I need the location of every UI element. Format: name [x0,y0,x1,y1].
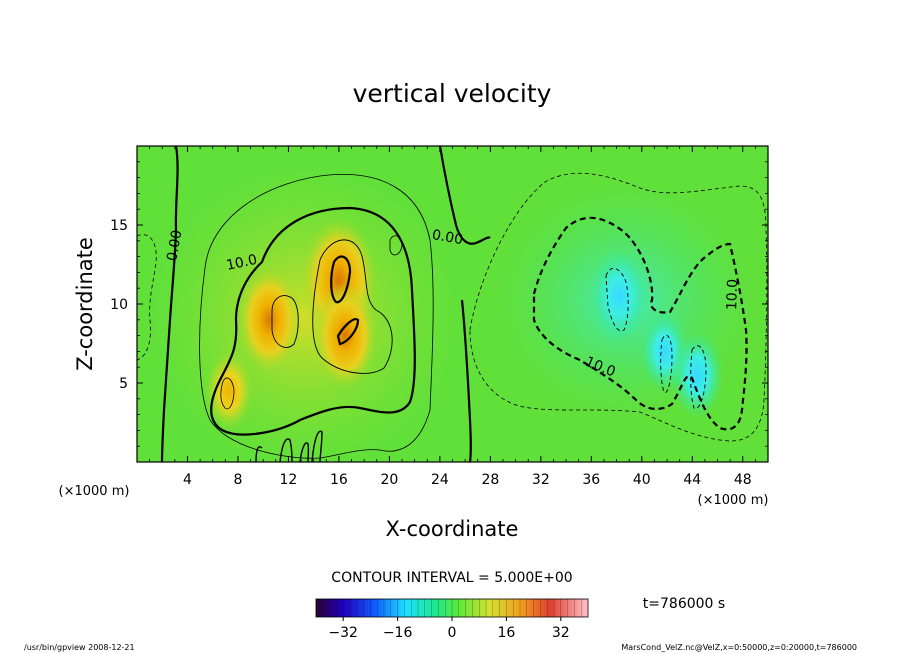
colorbar: −32 −16 0 16 32 [315,598,589,641]
contour-label: 0.00 [431,227,464,248]
y-tick-label: 10 [110,297,128,313]
x-axis-label: X-coordinate [386,517,519,541]
colorbar-tick-label: −32 [328,625,358,641]
heatmap-field [137,146,768,462]
x-tick-label: 32 [532,472,550,488]
y-axis-ticks: 5 10 15 [110,161,768,447]
contour-interval-text: CONTOUR INTERVAL = 5.000E+00 [331,570,572,586]
x-tick-label: 20 [380,472,398,488]
colorbar-tick-label: 16 [497,625,515,641]
contour-15-left [271,295,299,348]
x-tick-label: 28 [481,472,499,488]
footer-right: MarsCond_VelZ.nc@VelZ,x=0:50000,z=0:2000… [621,643,857,652]
colorbar-bands [322,599,582,617]
contour-neg-5-edge [137,234,157,361]
contour-20 [330,255,352,304]
positive-core [204,350,254,432]
x-tick-label: 8 [233,472,242,488]
contour-lines [137,146,768,462]
time-text: t=786000 s [643,596,725,612]
x-tick-label: 36 [582,472,600,488]
x-tick-label: 40 [633,472,651,488]
contour-5-blob [389,235,403,256]
contour-5-outer [199,174,434,459]
x-axis-ticks: 4 8 12 16 20 24 28 32 36 40 44 48 [149,146,756,488]
positive-core [237,266,302,374]
contour-zero-left [160,146,179,462]
negative-core [671,331,724,419]
x-tick-label: 44 [683,472,701,488]
contour-20-b [336,318,360,346]
field-features [204,217,724,432]
colorbar-tick-label: 0 [448,625,457,641]
chart-title: vertical velocity [353,79,552,108]
y-axis-label: Z-coordinate [73,237,97,371]
x-tick-label: 24 [431,472,449,488]
x-tick-label: 48 [734,472,752,488]
contour-label: 0.00 [164,229,185,262]
positive-core [313,282,378,389]
contour-10 [210,206,416,436]
contour-5-small [220,377,235,410]
y-tick-label: 15 [110,218,128,234]
contour-neg-15-b [660,334,673,393]
x-tick-label: 4 [183,472,192,488]
colorbar-ticks: −32 −16 0 16 32 [328,617,570,641]
contour-label: 10.0 [724,279,741,311]
y-unit-label: (×1000 m) [59,484,130,499]
x-unit-label: (×1000 m) [698,493,769,508]
colorbar-tick-label: 32 [552,625,570,641]
contour-neg-10 [532,216,748,431]
y-tick-label: 5 [119,376,128,392]
contour-neg-15-a [605,267,629,332]
contour-fingers [255,430,323,462]
footer-left: /usr/bin/gpview 2008-12-21 [24,643,135,652]
contour-zero-right [438,146,491,462]
contour-neg-15-c [690,345,707,409]
x-tick-label: 12 [280,472,298,488]
colorbar-tick-label: −16 [383,625,413,641]
x-tick-label: 16 [330,472,348,488]
negative-core [591,249,648,343]
contour-neg-5-outer [469,172,768,442]
contour-label: 10.0 [225,252,259,274]
contour-15-right [312,239,393,374]
